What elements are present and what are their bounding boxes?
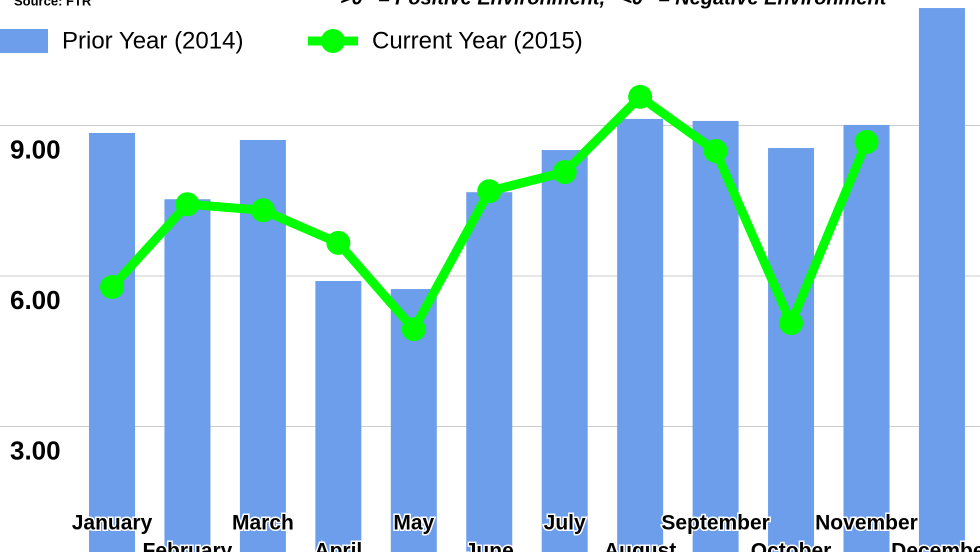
point xyxy=(175,192,200,217)
x-tick-label: October xyxy=(751,540,832,552)
bar xyxy=(315,281,362,552)
point xyxy=(552,160,577,185)
source: Source: FTR xyxy=(14,0,92,8)
legend-label: Prior Year (2014) xyxy=(62,27,243,54)
point xyxy=(779,311,804,336)
legend-swatch xyxy=(321,29,345,53)
bar xyxy=(89,132,135,552)
bar xyxy=(617,118,664,552)
x-tick-label: May xyxy=(393,512,434,535)
x-tick-label: January xyxy=(72,512,153,535)
bars xyxy=(89,8,965,552)
legend: Prior Year (2014) Current Year (2015) xyxy=(0,27,583,54)
x-tick-label: July xyxy=(544,512,586,535)
point xyxy=(250,198,275,223)
bar xyxy=(466,192,513,552)
point xyxy=(326,230,351,255)
bar xyxy=(768,148,815,552)
legend-label: Current Year (2015) xyxy=(372,27,583,54)
x-tick-label: December xyxy=(891,540,980,552)
bar xyxy=(918,8,965,552)
point xyxy=(703,139,728,164)
point xyxy=(477,179,502,204)
point xyxy=(854,130,879,155)
bar xyxy=(164,199,211,552)
x-tick-label: April xyxy=(314,540,362,552)
x-tick-label: February xyxy=(143,540,233,552)
x-tick-label: November xyxy=(815,512,918,535)
bar xyxy=(843,124,890,552)
point xyxy=(401,317,426,342)
labels: 3.00 6.00 9.00 January February March April May… xyxy=(10,134,980,552)
y-tick-label: 6.00 xyxy=(10,285,61,315)
y-tick-label: 3.00 xyxy=(10,435,61,465)
legend-swatch xyxy=(0,29,48,53)
point xyxy=(100,275,124,300)
x-tick-label: August xyxy=(604,540,676,552)
x-tick-label: March xyxy=(232,512,294,535)
point xyxy=(628,84,653,109)
x-tick-label: September xyxy=(661,512,770,535)
annotation: >0" = Positive Environment, "<0" = Negat… xyxy=(340,0,888,9)
y-tick-label: 9.00 xyxy=(10,134,61,164)
x-tick-label: June xyxy=(465,540,514,552)
bar xyxy=(541,150,588,552)
lines xyxy=(100,84,879,342)
